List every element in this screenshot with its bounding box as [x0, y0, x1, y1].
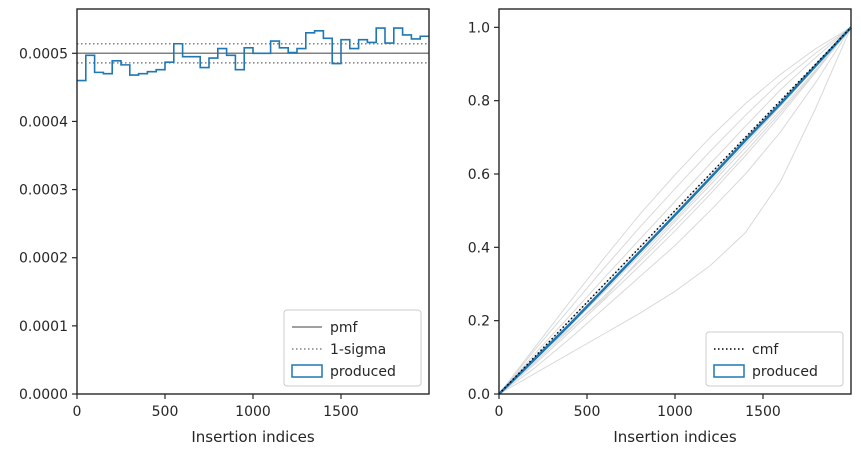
y-tick-label: 0.0005: [19, 46, 68, 62]
y-tick-label: 0.0003: [19, 183, 68, 199]
y-tick-label: 0.2: [468, 314, 490, 330]
pmf-histogram-chart: 0 500 1000 1500 0.0000 0.0001 0.0002 0.0003 0.00…: [19, 8, 430, 446]
y-tick-label: 0.6: [468, 167, 490, 183]
y-tick-label: 0.0001: [19, 319, 68, 335]
legend-label-cmf: cmf: [752, 342, 779, 358]
produced-step: [77, 27, 429, 82]
sample-curve: [498, 26, 852, 395]
legend-label-produced: produced: [752, 364, 818, 380]
x-tick-label: 1000: [657, 404, 693, 420]
sample-curve: [498, 27, 852, 395]
y-tick-label: 1.0: [468, 20, 490, 36]
x-tick-label: 500: [574, 404, 601, 420]
sample-curve: [498, 27, 852, 395]
y-tick-label: 0.0000: [19, 387, 68, 403]
cmf-legend: cmf produced: [705, 331, 844, 387]
legend-swatch-produced: [291, 364, 323, 378]
legend-frame: [283, 309, 422, 387]
sample-curve: [498, 27, 852, 395]
y-tick-label: 0.8: [468, 94, 490, 110]
sample-curve: [498, 27, 852, 395]
legend-label-1-sigma: 1-sigma: [330, 342, 386, 358]
cmf-x-axis-label: Insertion indices: [613, 428, 736, 446]
cmf-chart: 0 500 1000 1500 0.0 0.2 0.4 0.6 0.8 1.0 Insertion…: [468, 8, 852, 446]
produced-line: [498, 26, 852, 395]
sample-curve: [498, 26, 852, 395]
x-tick-label: 500: [152, 404, 179, 420]
x-tick-label: 1500: [323, 404, 359, 420]
pmf-x-axis-label: Insertion indices: [191, 428, 314, 446]
y-tick-label: 0.4: [468, 240, 490, 256]
x-tick-label: 0: [495, 404, 504, 420]
pmf-ticks: 0 500 1000 1500 0.0000 0.0001 0.0002 0.0003 0.00…: [19, 46, 359, 420]
legend-frame: [705, 331, 844, 387]
pmf-legend: pmf 1-sigma produced: [283, 309, 422, 387]
y-tick-label: 0.0002: [19, 251, 68, 267]
x-tick-label: 0: [73, 404, 82, 420]
y-tick-label: 0.0004: [19, 114, 68, 130]
legend-label-produced: produced: [330, 364, 396, 380]
cmf-ticks: 0 500 1000 1500 0.0 0.2 0.4 0.6 0.8 1.0: [468, 20, 781, 420]
cmf-plot-area: [498, 8, 852, 395]
legend-swatch-produced: [713, 364, 745, 378]
legend-label-pmf: pmf: [330, 320, 359, 336]
y-tick-label: 0.0: [468, 387, 490, 403]
x-tick-label: 1500: [745, 404, 781, 420]
x-tick-label: 1000: [235, 404, 271, 420]
sample-curve: [498, 27, 852, 395]
cmf-line: [498, 26, 852, 395]
sample-curve: [498, 26, 852, 395]
